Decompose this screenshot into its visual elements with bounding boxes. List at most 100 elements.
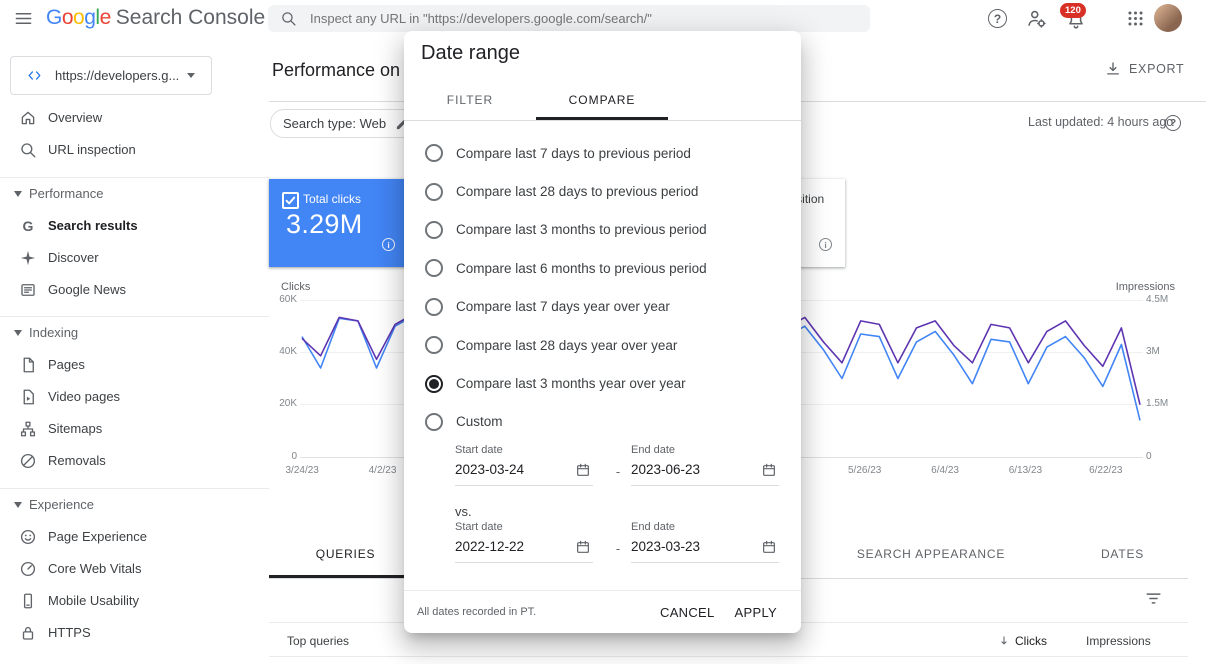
radio-icon[interactable]: [425, 220, 443, 239]
hamburger-menu-icon[interactable]: [14, 9, 33, 28]
property-label: https://developers.g...: [55, 68, 180, 83]
url-inspect-input[interactable]: [308, 10, 858, 27]
dialog-footer: All dates recorded in PT. CANCEL APPLY: [404, 591, 801, 633]
tab-dates[interactable]: DATES: [1100, 547, 1145, 561]
sidebar-item-page-experience[interactable]: Page Experience: [0, 521, 269, 553]
property-selector[interactable]: https://developers.g...: [10, 56, 212, 95]
tab-compare[interactable]: COMPARE: [568, 93, 636, 107]
sitemap-icon: [20, 421, 36, 437]
sidebar-item-mobile-usability[interactable]: Mobile Usability: [0, 585, 269, 617]
help-glyph: ?: [993, 11, 1002, 26]
sidebar-item-pages[interactable]: Pages: [0, 349, 269, 381]
tab-filter[interactable]: FILTER: [446, 93, 494, 107]
sidebar-item-label: HTTPS: [48, 625, 91, 640]
collapse-caret-icon: [14, 191, 22, 197]
checkbox-checked[interactable]: [282, 192, 299, 209]
option-label: Compare last 3 months year over year: [456, 376, 686, 392]
sidebar-item-sitemaps[interactable]: Sitemaps: [0, 413, 269, 445]
table-header-impressions[interactable]: Impressions: [1086, 634, 1151, 648]
apps-grid-icon[interactable]: [1126, 9, 1145, 28]
sidebar-section-performance[interactable]: Performance: [0, 178, 269, 210]
option-label: Compare last 28 days year over year: [456, 337, 678, 353]
edit-pencil-icon[interactable]: [395, 116, 410, 131]
last-updated-text: Last updated: 4 hours ago: [1028, 115, 1174, 129]
start-date-label: Start date: [455, 521, 503, 533]
radio-icon[interactable]: [425, 182, 443, 201]
table-header-queries: Top queries: [287, 634, 350, 648]
end-date-field-1[interactable]: [631, 459, 779, 486]
end-date-field-2[interactable]: [631, 536, 779, 563]
compare-option[interactable]: Compare last 28 days to previous period: [404, 172, 801, 210]
calendar-icon[interactable]: [761, 539, 777, 555]
calendar-icon[interactable]: [575, 462, 591, 478]
info-icon[interactable]: i: [382, 238, 395, 251]
start-date-field-1[interactable]: [455, 459, 593, 486]
start-date-input-1[interactable]: [455, 462, 569, 477]
y-tick: 1.5M: [1146, 398, 1169, 409]
radio-icon[interactable]: [425, 144, 443, 163]
search-type-chip[interactable]: Search type: Web: [270, 109, 424, 138]
search-icon: [21, 143, 36, 158]
end-date-input-1[interactable]: [631, 462, 755, 477]
filter-icon[interactable]: [1144, 589, 1163, 608]
compare-option[interactable]: Compare last 6 months to previous period: [404, 249, 801, 287]
lock-icon: [22, 626, 34, 640]
tab-search-appearance[interactable]: SEARCH APPEARANCE: [856, 547, 1006, 561]
sidebar-section-label: Performance: [29, 186, 104, 201]
start-date-field-2[interactable]: [455, 536, 593, 563]
y-tick: 0: [1146, 451, 1152, 462]
start-date-input-2[interactable]: [455, 539, 569, 554]
sidebar-item-google-news[interactable]: Google News: [0, 274, 269, 306]
sidebar-item-discover[interactable]: Discover: [0, 242, 269, 274]
sidebar-item-overview[interactable]: Overview: [0, 102, 269, 134]
radio-icon[interactable]: [425, 336, 443, 355]
url-inspect-searchbar[interactable]: [268, 5, 870, 32]
sidebar-item-https[interactable]: HTTPS: [0, 617, 269, 649]
radio-icon[interactable]: [425, 297, 443, 316]
tab-queries[interactable]: QUERIES: [315, 547, 376, 561]
sidebar-item-core-web-vitals[interactable]: Core Web Vitals: [0, 553, 269, 585]
compare-option[interactable]: Custom: [404, 403, 801, 441]
sidebar-item-search-results[interactable]: G Search results: [0, 210, 269, 242]
compare-option[interactable]: Compare last 7 days to previous period: [404, 134, 801, 172]
compare-option[interactable]: Compare last 3 months to previous period: [404, 211, 801, 249]
logo-letter: l: [95, 6, 100, 29]
sidebar-item-label: Sitemaps: [48, 421, 103, 436]
sidebar-item-video-pages[interactable]: Video pages: [0, 381, 269, 413]
check-icon: [285, 196, 296, 205]
compare-option[interactable]: Compare last 7 days year over year: [404, 288, 801, 326]
apply-button[interactable]: APPLY: [725, 597, 787, 628]
total-clicks-card[interactable]: Total clicks 3.29M i: [269, 179, 413, 267]
sidebar-item-url-inspection[interactable]: URL inspection: [0, 134, 269, 166]
end-date-input-2[interactable]: [631, 539, 755, 554]
divider: [0, 488, 269, 489]
avatar[interactable]: [1154, 4, 1182, 32]
option-label: Custom: [456, 414, 503, 430]
table-header-clicks[interactable]: Clicks: [1015, 634, 1047, 648]
logo-letter: g: [84, 6, 96, 29]
radio-icon[interactable]: [425, 412, 443, 431]
compare-option[interactable]: Compare last 28 days year over year: [404, 326, 801, 364]
option-label: Compare last 3 months to previous period: [456, 222, 707, 238]
calendar-icon[interactable]: [575, 539, 591, 555]
compare-option[interactable]: Compare last 3 months year over year: [404, 364, 801, 402]
help-icon[interactable]: ?: [1165, 115, 1181, 131]
export-button[interactable]: EXPORT: [1104, 60, 1184, 78]
sidebar-item-label: Core Web Vitals: [48, 561, 142, 576]
y-tick: 20K: [279, 398, 297, 409]
option-label: Compare last 7 days to previous period: [456, 145, 691, 161]
notification-badge: 120: [1060, 3, 1086, 18]
x-tick: 4/2/23: [368, 465, 397, 476]
calendar-icon[interactable]: [761, 462, 777, 478]
help-icon[interactable]: ?: [988, 9, 1007, 28]
radio-icon[interactable]: [425, 374, 443, 393]
radio-icon[interactable]: [425, 259, 443, 278]
sidebar-section-indexing[interactable]: Indexing: [0, 317, 269, 349]
user-settings-icon[interactable]: [1026, 8, 1047, 29]
info-icon[interactable]: i: [819, 238, 832, 251]
sidebar-section-experience[interactable]: Experience: [0, 489, 269, 521]
page-icon: [23, 357, 34, 373]
cancel-button[interactable]: CANCEL: [650, 597, 725, 628]
sidebar-item-removals[interactable]: Removals: [0, 445, 269, 477]
y-tick: 4.5M: [1146, 294, 1169, 305]
